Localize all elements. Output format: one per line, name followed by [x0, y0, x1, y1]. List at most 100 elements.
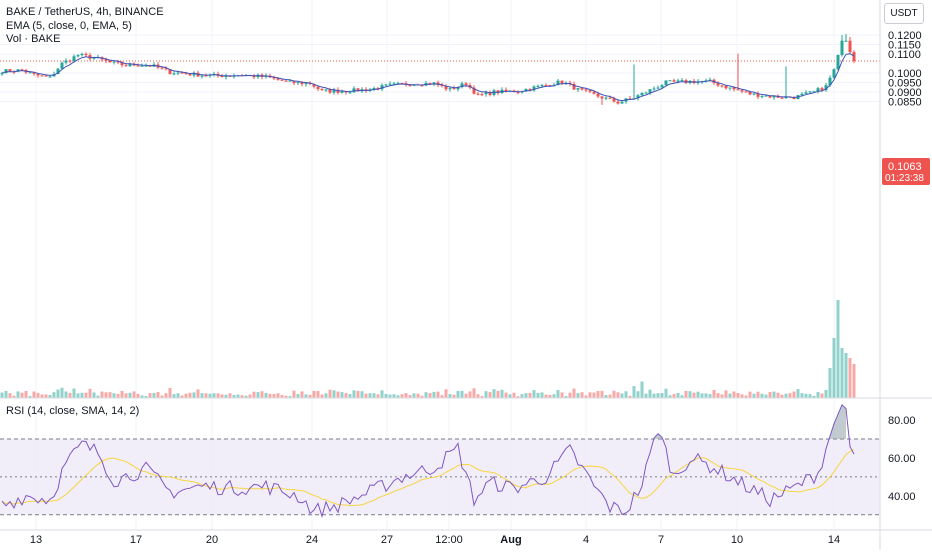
time-tick-label: 24 [306, 534, 318, 546]
candle-body [312, 84, 316, 87]
candle-body [452, 88, 456, 90]
volume-bar [216, 393, 220, 398]
volume-bar [268, 393, 272, 398]
volume-bar [376, 394, 380, 398]
volume-bar [196, 389, 200, 398]
candle-body [732, 87, 736, 90]
volume-bar [580, 392, 584, 398]
volume-bar [436, 391, 440, 398]
volume-bar [560, 392, 564, 398]
time-axis[interactable]: 13 17 20 24 27 12:00 Aug 4 7 10 14 [30, 534, 840, 546]
volume-bar [200, 393, 204, 398]
currency-button[interactable]: USDT [884, 3, 924, 24]
candle-body [532, 86, 536, 91]
volume-bar [100, 391, 104, 398]
volume-bar [296, 394, 300, 398]
volume-bar [688, 391, 692, 398]
candle-body [172, 73, 176, 75]
volume-bar [316, 391, 320, 398]
volume-bar [652, 393, 656, 398]
volume-bar [660, 393, 664, 398]
volume-bar [832, 338, 836, 398]
volume-bar [672, 393, 676, 398]
volume-bar [64, 391, 68, 398]
rsi-line [1, 403, 855, 519]
volume-bar [272, 394, 276, 398]
ema-legend[interactable]: EMA (5, close, 0, EMA, 5) [6, 20, 132, 32]
volume-bar [552, 394, 556, 398]
candle-body [328, 89, 332, 93]
candle-body [304, 82, 308, 85]
volume-bar [628, 395, 632, 398]
candle-body [460, 83, 464, 88]
candle-body [608, 97, 612, 99]
candle-body [136, 65, 140, 67]
volume-bar [16, 391, 20, 398]
volume-bar [32, 391, 36, 398]
volume-bar [728, 393, 732, 398]
volume-bar [80, 392, 84, 398]
candle-body [816, 88, 820, 92]
time-tick-label: 27 [381, 534, 393, 546]
volume-bar [208, 393, 212, 398]
candle-body [48, 76, 52, 78]
volume-bar [784, 393, 788, 398]
candle-body [768, 95, 772, 98]
volume-bar [188, 392, 192, 398]
symbol-legend[interactable]: BAKE / TetherUS, 4h, BINANCE [6, 6, 164, 18]
candle-body [280, 79, 284, 81]
candle-body [188, 74, 192, 76]
candle-body [604, 97, 608, 99]
volume-bar [96, 395, 100, 398]
volume-bar [264, 392, 268, 398]
candle-body [8, 69, 12, 72]
volume-bar [556, 390, 560, 398]
candle-body [168, 69, 172, 74]
candle-body [340, 91, 344, 93]
volume-bar [540, 392, 544, 398]
volume-bar [68, 392, 72, 398]
volume-bar [124, 393, 128, 398]
candle-body [376, 88, 380, 90]
volume-bar [496, 390, 500, 398]
candle-body [408, 85, 412, 87]
volume-bar [700, 393, 704, 398]
volume-bar [760, 393, 764, 398]
candle-body [644, 92, 648, 94]
volume-bar [280, 395, 284, 398]
volume-bar [24, 390, 28, 398]
candle-body [516, 92, 520, 94]
volume-bar [720, 394, 724, 398]
last-price-label: 0.1063 [888, 161, 922, 173]
volume-bar [148, 393, 152, 398]
candle-body [760, 96, 764, 98]
volume-bar [204, 393, 208, 398]
volume-bar [136, 393, 140, 398]
candle-body [4, 69, 8, 74]
volume-bar [20, 392, 24, 398]
volume-bar [112, 393, 116, 398]
candle-body [836, 54, 840, 70]
volume-bar [356, 390, 360, 398]
volume-legend[interactable]: Vol · BAKE [6, 33, 61, 45]
candle-body [560, 80, 564, 84]
volume-bar [84, 392, 88, 398]
volume-bar [160, 395, 164, 398]
volume-bar [380, 390, 384, 398]
volume-bar [320, 394, 324, 398]
candle-body [488, 92, 492, 95]
candle-body [164, 68, 168, 70]
volume-bar [852, 364, 856, 398]
rsi-tick-label: 40.00 [888, 491, 916, 503]
rsi-axis[interactable]: 80.00 60.00 40.00 [888, 415, 916, 503]
volume-bar [448, 394, 452, 398]
volume-bar [40, 394, 44, 398]
candle-body [276, 78, 280, 80]
candle-body [44, 75, 48, 77]
candle-body [756, 93, 760, 97]
rsi-legend[interactable]: RSI (14, close, SMA, 14, 2) [6, 405, 140, 417]
time-tick-label: 20 [206, 534, 218, 546]
volume-bar [748, 391, 752, 398]
candle-body [764, 95, 768, 97]
